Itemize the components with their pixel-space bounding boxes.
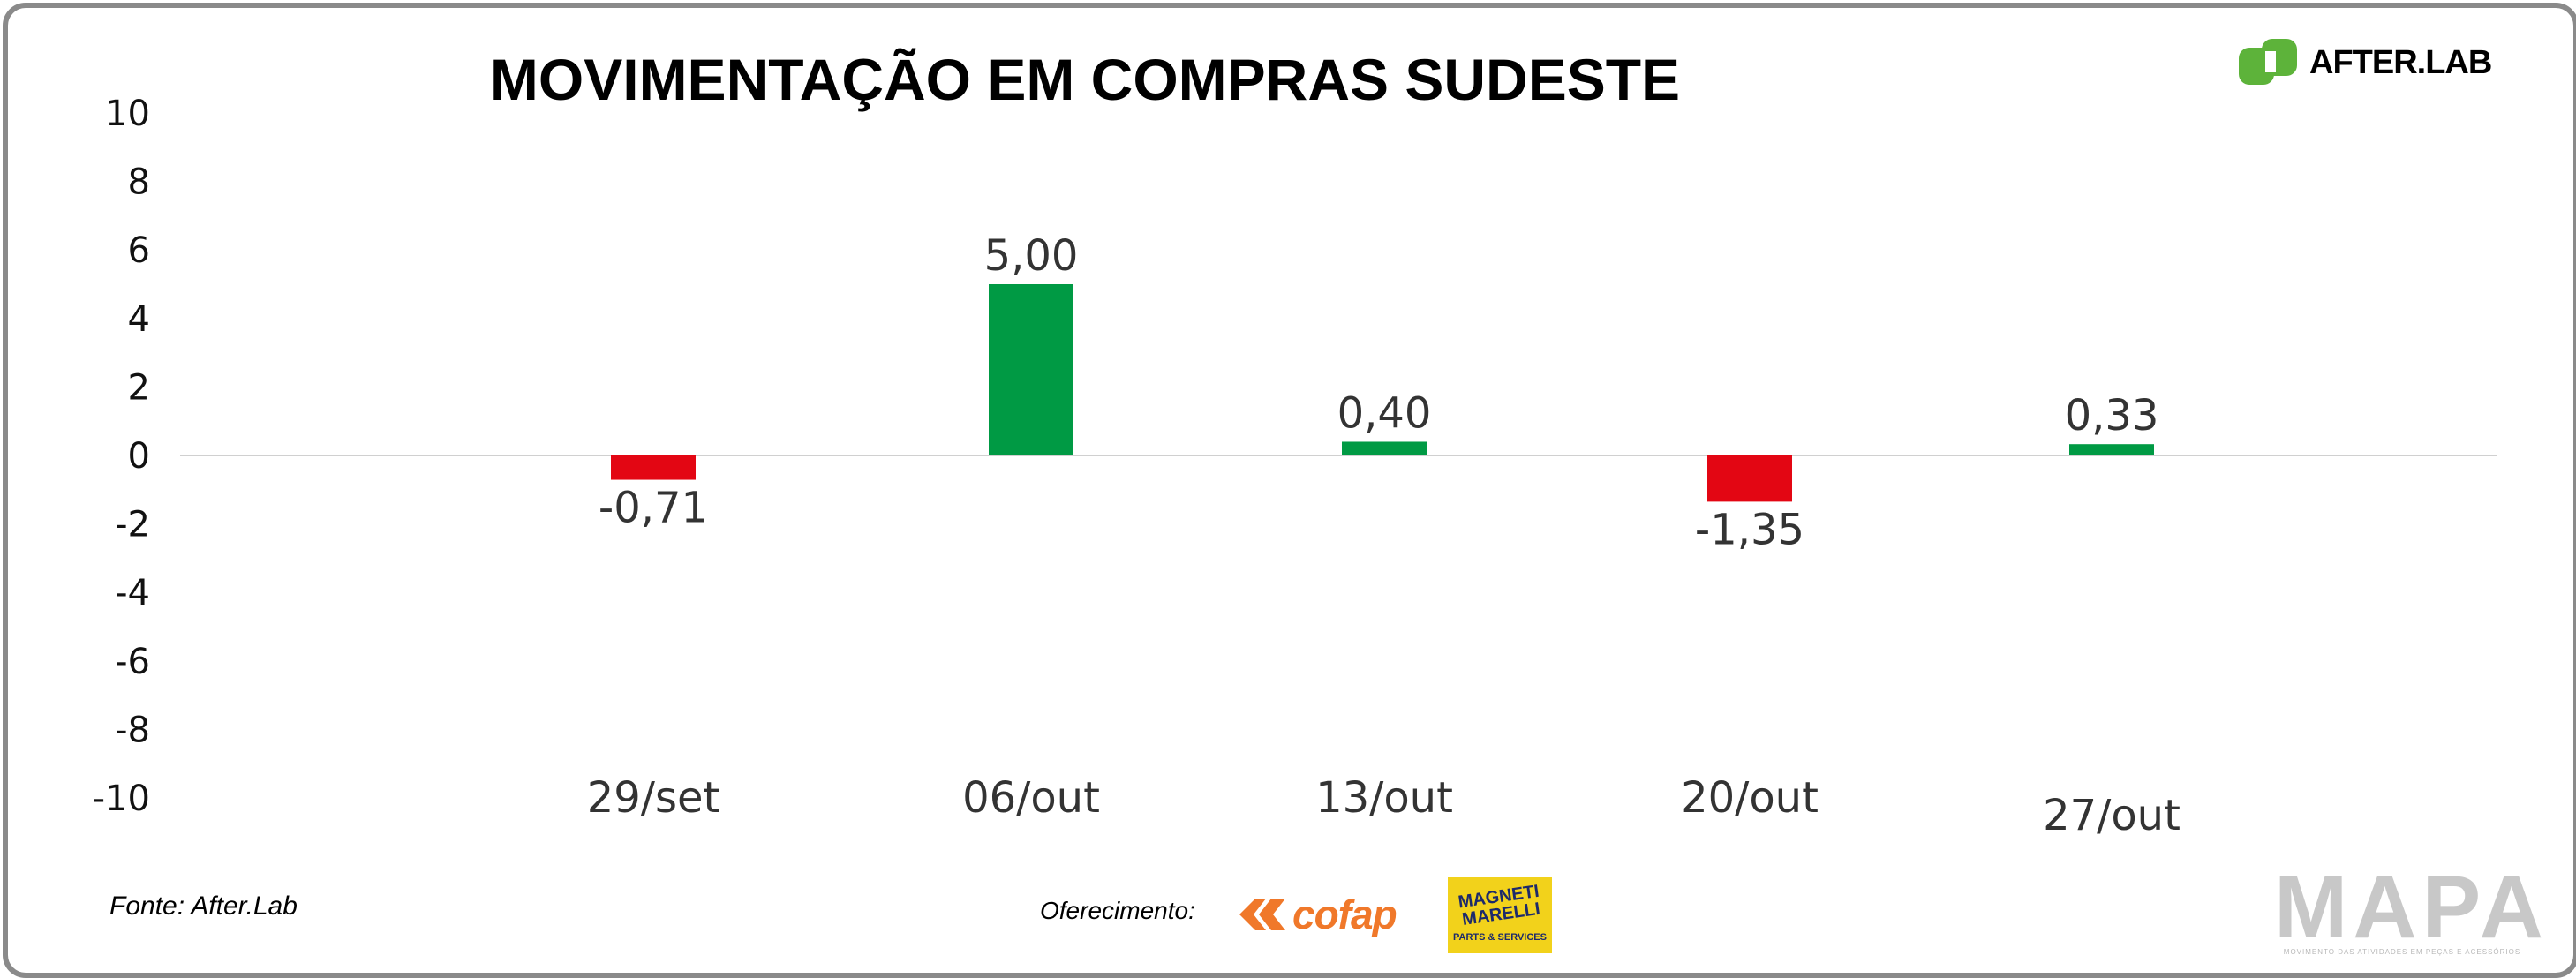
y-tick-label: -10 bbox=[93, 779, 150, 819]
afterlab-leaf-icon bbox=[2239, 39, 2297, 85]
bar bbox=[1707, 455, 1792, 502]
y-tick-label: 2 bbox=[128, 367, 150, 408]
data-label: -1,35 bbox=[1695, 505, 1804, 554]
y-tick-label: -2 bbox=[115, 505, 150, 545]
bar bbox=[1342, 441, 1427, 455]
magneti-marelli-logo: MAGNETI MARELLI PARTS & SERVICES bbox=[1448, 877, 1552, 953]
afterlab-logo-text: AFTER.LAB bbox=[2309, 43, 2492, 81]
category-label: 27/out bbox=[2043, 791, 2181, 840]
data-label: 0,33 bbox=[2065, 391, 2159, 440]
y-tick-label: 4 bbox=[128, 299, 150, 340]
y-tick-label: -4 bbox=[115, 573, 150, 613]
chart-title: MOVIMENTAÇÃO EM COMPRAS SUDESTE bbox=[489, 47, 1681, 112]
y-tick-label: 8 bbox=[128, 162, 150, 203]
source-note: Fonte: After.Lab bbox=[109, 891, 298, 921]
category-label: 29/set bbox=[587, 773, 720, 823]
y-tick-label: -8 bbox=[115, 710, 150, 750]
cofap-logo-text: cofap bbox=[1292, 891, 1397, 937]
category-label: 06/out bbox=[962, 773, 1100, 823]
y-tick-label: 6 bbox=[128, 230, 150, 271]
mapa-logo-sub: MOVIMENTO DAS ATIVIDADES EM PEÇAS E ACES… bbox=[2283, 948, 2521, 956]
y-tick-label: 0 bbox=[128, 436, 150, 477]
data-label: -0,71 bbox=[599, 484, 708, 533]
y-tick-label: -6 bbox=[115, 642, 150, 682]
category-label: 13/out bbox=[1315, 773, 1453, 823]
bar bbox=[611, 455, 696, 480]
bar bbox=[2069, 444, 2154, 455]
data-label: 0,40 bbox=[1337, 388, 1432, 438]
category-label: 20/out bbox=[1681, 773, 1819, 823]
afterlab-logo: AFTER.LAB bbox=[2239, 39, 2492, 87]
cofap-logo: cofap bbox=[1239, 891, 1397, 937]
bar bbox=[989, 284, 1073, 455]
sponsor-label: Oferecimento: bbox=[1040, 897, 1195, 924]
data-label: 5,00 bbox=[984, 231, 1079, 281]
mapa-logo-text: MAPA bbox=[2274, 858, 2550, 957]
chart-frame bbox=[3, 3, 2576, 978]
cofap-x-icon bbox=[1239, 899, 1285, 930]
magneti-marelli-name: MAGNETI MARELLI bbox=[1457, 881, 1541, 929]
mapa-logo: MAPA MOVIMENTO DAS ATIVIDADES EM PEÇAS E… bbox=[2274, 858, 2550, 957]
magneti-marelli-sub: PARTS & SERVICES bbox=[1453, 932, 1547, 943]
y-tick-label: 10 bbox=[105, 94, 150, 134]
